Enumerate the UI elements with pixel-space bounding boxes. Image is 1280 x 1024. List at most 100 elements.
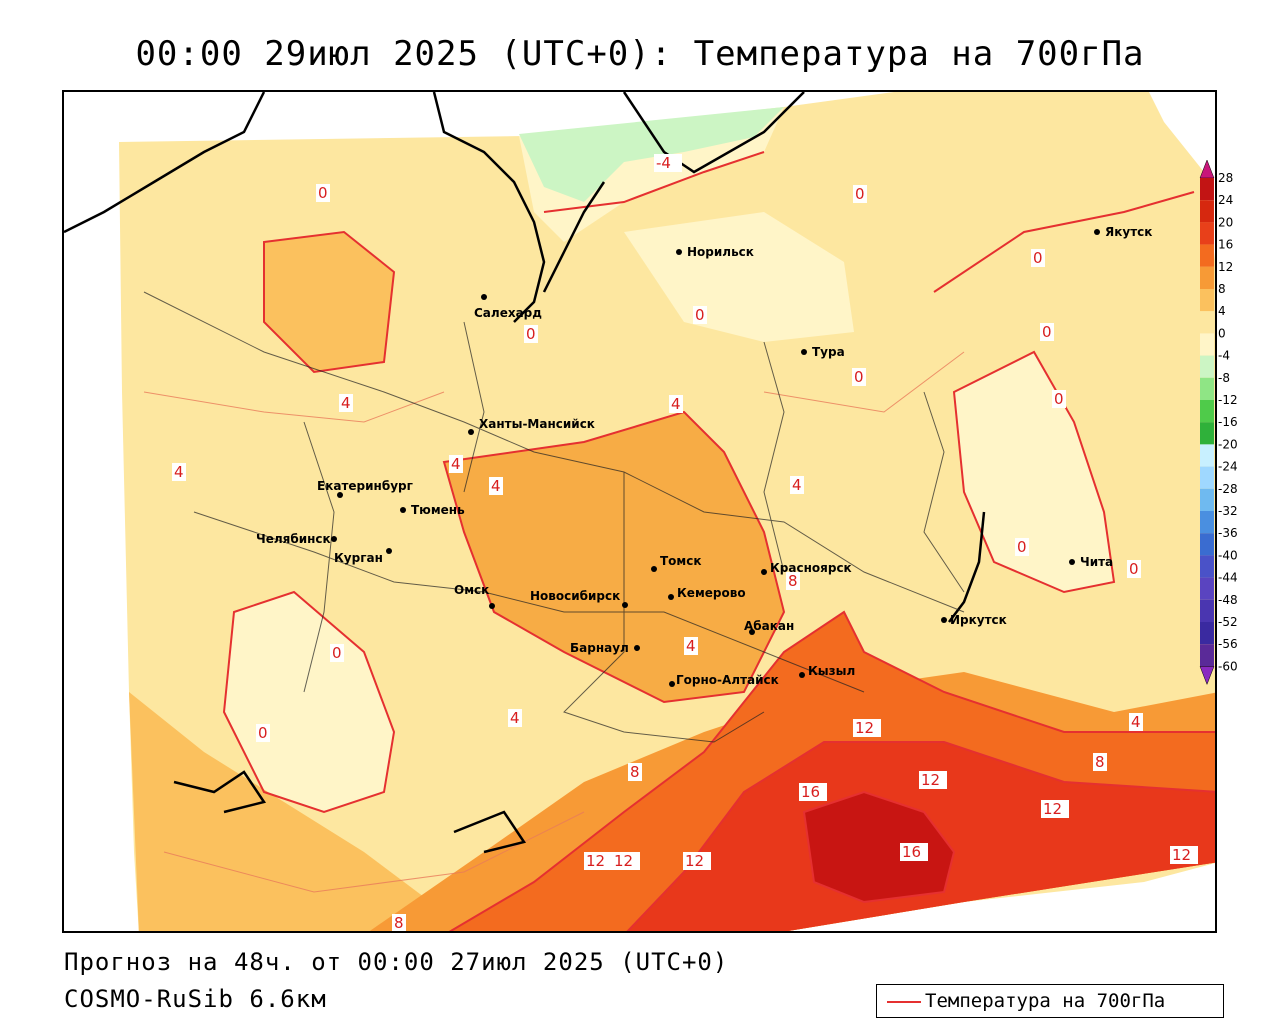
svg-text:0: 0	[854, 368, 864, 386]
colorbar-tick-label: -60	[1218, 659, 1238, 673]
contour-label: 0	[852, 368, 866, 386]
svg-text:0: 0	[1054, 390, 1064, 408]
contour-label: 0	[316, 184, 330, 202]
colorbar-tick-label: 20	[1218, 215, 1233, 229]
contour-label: 4	[449, 455, 463, 473]
contour-label: 12	[584, 852, 612, 870]
city-ekaterinburg[interactable]: Екатеринбург	[317, 479, 413, 498]
city-kemerovo[interactable]: Кемерово	[668, 586, 746, 600]
contour-label: 0	[1127, 560, 1141, 578]
contour-label: 0	[524, 325, 538, 343]
svg-text:Новосибирск: Новосибирск	[530, 589, 620, 603]
svg-text:Норильск: Норильск	[687, 245, 754, 259]
contour-label: 12	[683, 852, 711, 870]
colorbar-tick-label: 0	[1218, 326, 1226, 340]
svg-text:12: 12	[1172, 846, 1191, 864]
svg-text:8: 8	[1095, 753, 1105, 771]
svg-text:Курган: Курган	[334, 551, 383, 565]
colorbar-tick-label: -32	[1218, 504, 1238, 518]
city-barnaul[interactable]: Барнаул	[570, 641, 640, 655]
contour-label: 8	[628, 763, 642, 781]
contour-label: 4	[790, 476, 804, 494]
svg-text:Барнаул: Барнаул	[570, 641, 629, 655]
contour-label: 4	[339, 394, 353, 412]
city-chelyabinsk[interactable]: Челябинск	[256, 532, 337, 546]
colorbar-arrow-top	[1199, 159, 1215, 179]
svg-text:16: 16	[902, 843, 921, 861]
colorbar-swatch	[1200, 400, 1214, 423]
colorbar-tick-label: 16	[1218, 238, 1233, 252]
city-krasnoyarsk[interactable]: Красноярск	[761, 561, 852, 575]
temperature-map[interactable]: Норильск Якутск Салехард Тура Ханты-Манс…	[62, 90, 1217, 933]
colorbar-swatch	[1200, 622, 1214, 645]
legend-line-swatch	[887, 1001, 921, 1003]
svg-text:4: 4	[451, 455, 461, 473]
colorbar-swatches	[1199, 159, 1215, 686]
svg-text:12: 12	[1043, 800, 1062, 818]
city-tura[interactable]: Тура	[801, 345, 845, 359]
city-tomsk[interactable]: Томск	[651, 554, 702, 572]
svg-text:12: 12	[921, 771, 940, 789]
colorbar-swatch	[1200, 355, 1214, 378]
colorbar-swatch	[1200, 555, 1214, 578]
svg-text:-4: -4	[656, 154, 671, 172]
colorbar-tick-label: -40	[1218, 548, 1238, 562]
svg-text:0: 0	[695, 306, 705, 324]
contour-label: 0	[1040, 323, 1054, 341]
admin-boundaries	[143, 291, 965, 743]
colorbar-swatch	[1200, 577, 1214, 600]
city-irkutsk[interactable]: Иркутск	[941, 613, 1007, 627]
contour-label: 12	[1170, 846, 1198, 864]
colorbar-swatch	[1200, 488, 1214, 511]
city-yakutsk[interactable]: Якутск	[1094, 225, 1152, 239]
zone-16-plus	[804, 792, 954, 902]
colorbar-swatch	[1200, 644, 1214, 667]
colorbar-tick-label: -4	[1218, 349, 1230, 363]
colorbar-swatch	[1200, 533, 1214, 556]
colorbar-tick-label: 24	[1218, 193, 1233, 207]
zone-4-8-sw	[129, 692, 502, 931]
city-gorno-altaysk[interactable]: Горно-Алтайск	[669, 673, 779, 687]
contour-label: 4	[669, 395, 683, 413]
svg-text:0: 0	[1042, 323, 1052, 341]
svg-text:0: 0	[855, 185, 865, 203]
svg-text:Екатеринбург: Екатеринбург	[317, 479, 413, 493]
colorbar-tick-label: -24	[1218, 460, 1238, 474]
colorbar-arrow-bottom	[1199, 666, 1215, 686]
svg-text:4: 4	[686, 637, 696, 655]
colorbar-swatch	[1200, 222, 1214, 245]
zone-0-east	[954, 352, 1114, 592]
zone-4-8-central	[444, 412, 784, 702]
city-khanty-mansiysk[interactable]: Ханты-Мансийск	[468, 417, 595, 435]
colorbar-swatch	[1200, 599, 1214, 622]
city-novosibirsk[interactable]: Новосибирск	[530, 589, 628, 608]
contour-label: 8	[1093, 753, 1107, 771]
map-canvas: Норильск Якутск Салехард Тура Ханты-Манс…	[64, 92, 1215, 931]
svg-text:Чита: Чита	[1080, 555, 1113, 569]
city-tyumen[interactable]: Тюмень	[400, 503, 465, 517]
contour-label: 8	[392, 914, 406, 931]
svg-text:Тура: Тура	[812, 345, 845, 359]
city-omsk[interactable]: Омск	[454, 583, 495, 609]
zone-0-north-central	[624, 212, 854, 342]
city-kyzyl[interactable]: Кызыл	[799, 664, 855, 678]
svg-text:8: 8	[630, 763, 640, 781]
colorbar-tick-label: -12	[1218, 393, 1238, 407]
svg-text:12: 12	[685, 852, 704, 870]
colorbar-tick-label: -44	[1218, 571, 1238, 585]
svg-text:16: 16	[801, 783, 820, 801]
colorbar-swatch	[1200, 444, 1214, 467]
contour-label: 0	[330, 644, 344, 662]
city-norilsk[interactable]: Норильск	[676, 245, 754, 259]
contour-label: 4	[489, 477, 503, 495]
city-kurgan[interactable]: Курган	[334, 548, 392, 565]
contour-label: 4	[684, 637, 698, 655]
city-abakan[interactable]: Абакан	[744, 619, 794, 635]
forecast-info: Прогноз на 48ч. от 00:00 27июл 2025 (UTC…	[64, 948, 729, 976]
city-salekhard[interactable]: Салехард	[474, 294, 542, 320]
colorbar-swatch	[1200, 178, 1214, 201]
colorbar-tick-label: -56	[1218, 637, 1238, 651]
svg-text:Салехард: Салехард	[474, 306, 542, 320]
city-chita[interactable]: Чита	[1069, 555, 1113, 569]
svg-text:Тюмень: Тюмень	[411, 503, 465, 517]
